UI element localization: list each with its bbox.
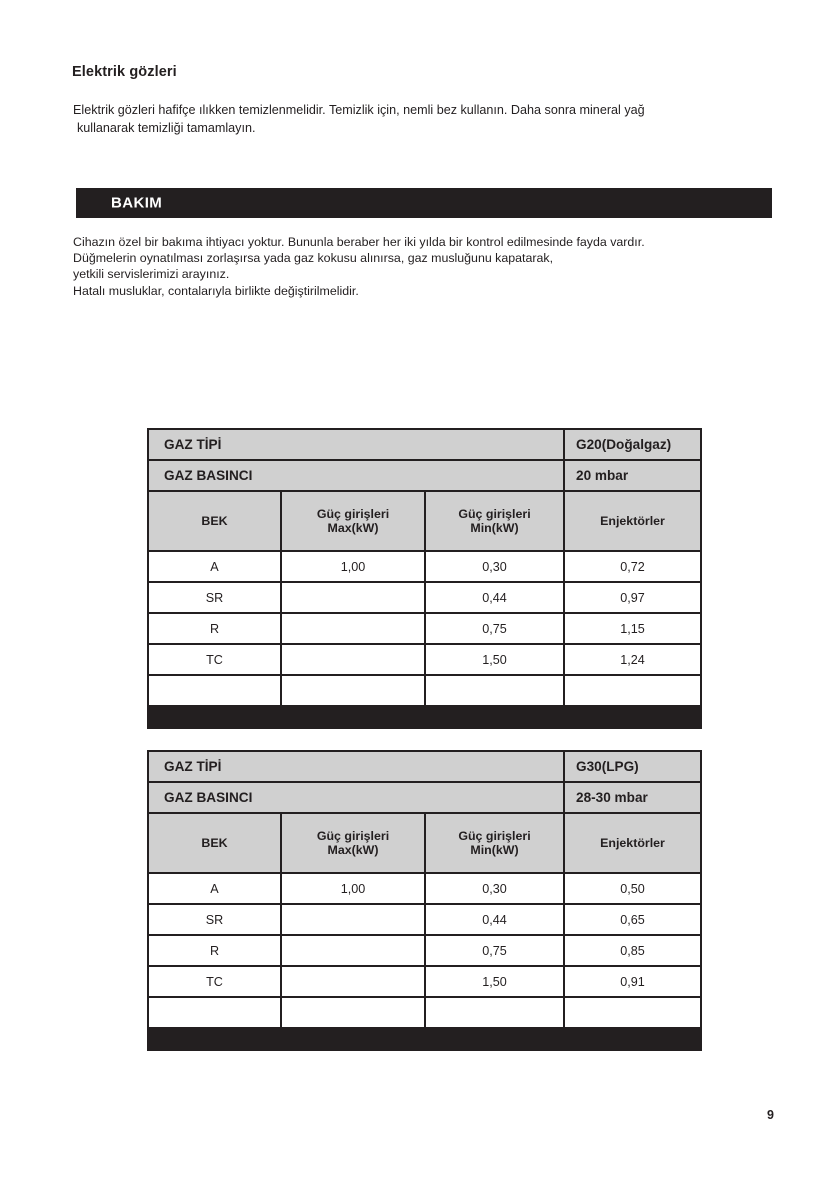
maintenance-line-3: yetkili servislerimizi arayınız. <box>73 267 230 282</box>
cell-power-max: 1,00 <box>280 550 426 583</box>
section-heading-electric: Elektrik gözleri <box>72 64 177 80</box>
column-header-power-min-line-1: Güç girişleri <box>458 828 531 843</box>
cell-burner: TC <box>147 643 282 676</box>
column-header-power-max: Güç girişleri Max(kW) <box>280 812 426 874</box>
table-footer-bar <box>146 1027 703 1051</box>
table-row-empty <box>147 674 703 707</box>
maintenance-banner-label: BAKIM <box>111 194 163 212</box>
column-header-power-min: Güç girişleri Min(kW) <box>423 812 566 874</box>
column-header-power-min-line-1: Güç girişleri <box>458 506 531 521</box>
table-row: TC 1,50 0,91 <box>147 965 703 998</box>
cell-injector: 0,50 <box>563 872 703 905</box>
cell-burner: A <box>147 872 282 905</box>
cell-burner <box>147 996 282 1029</box>
column-header-power-max-line-1: Güç girişleri <box>316 828 390 843</box>
cell-injector: 1,15 <box>563 612 703 645</box>
table-row: A 1,00 0,30 0,50 <box>147 872 703 905</box>
cell-injector: 0,91 <box>563 965 703 998</box>
column-header-power-min: Güç girişleri Min(kW) <box>423 490 566 552</box>
intro-paragraph: Elektrik gözleri hafifçe ılıkken temizle… <box>73 101 783 137</box>
table-row-empty <box>147 996 703 1029</box>
table-row: A 1,00 0,30 0,72 <box>147 550 703 583</box>
cell-power-min: 0,30 <box>423 550 566 583</box>
cell-power-min: 0,44 <box>423 903 566 936</box>
cell-injector: 0,65 <box>563 903 703 936</box>
cell-power-min: 1,50 <box>423 643 566 676</box>
maintenance-line-2: Düğmelerin oynatılması zorlaşırsa yada g… <box>73 251 554 266</box>
cell-injector: 0,85 <box>563 934 703 967</box>
cell-power-max <box>280 965 426 998</box>
gas-pressure-value: 20 mbar <box>563 459 703 492</box>
cell-power-min <box>423 674 566 707</box>
cell-injector: 1,24 <box>563 643 703 676</box>
gas-type-value: G30(LPG) <box>563 750 703 783</box>
column-header-row: BEK Güç girişleri Max(kW) Güç girişleri … <box>147 490 703 552</box>
column-header-power-min-line-2: Min(kW) <box>470 521 519 535</box>
column-header-burner: BEK <box>147 490 282 552</box>
cell-burner: SR <box>147 903 282 936</box>
gas-type-label: GAZ TİPİ <box>146 750 566 783</box>
maintenance-line-1: Cihazın özel bir bakıma ihtiyacı yoktur.… <box>73 235 645 249</box>
column-header-power-max: Güç girişleri Max(kW) <box>280 490 426 552</box>
intro-paragraph-line-2: kullanarak temizliği tamamlayın. <box>77 121 256 135</box>
gas-pressure-row: GAZ BASINCI 20 mbar <box>146 459 703 492</box>
cell-power-min: 0,75 <box>423 934 566 967</box>
cell-burner: R <box>147 612 282 645</box>
cell-power-max: 1,00 <box>280 872 426 905</box>
column-header-injectors: Enjektörler <box>563 812 703 874</box>
gas-type-row: GAZ TİPİ G20(Doğalgaz) <box>146 428 703 461</box>
cell-power-max <box>280 996 426 1029</box>
cell-power-min: 0,75 <box>423 612 566 645</box>
cell-burner: SR <box>147 581 282 614</box>
cell-power-min: 1,50 <box>423 965 566 998</box>
table-footer-bar-fill <box>146 1027 703 1051</box>
gas-type-value: G20(Doğalgaz) <box>563 428 703 461</box>
gas-type-row: GAZ TİPİ G30(LPG) <box>146 750 703 783</box>
cell-power-max <box>280 674 426 707</box>
cell-power-max <box>280 934 426 967</box>
cell-power-min: 0,30 <box>423 872 566 905</box>
cell-power-max <box>280 643 426 676</box>
cell-injector: 0,97 <box>563 581 703 614</box>
cell-burner: TC <box>147 965 282 998</box>
cell-injector <box>563 674 703 707</box>
table-footer-bar-fill <box>146 705 703 729</box>
gas-pressure-value: 28-30 mbar <box>563 781 703 814</box>
cell-power-max <box>280 581 426 614</box>
table-row: SR 0,44 0,97 <box>147 581 703 614</box>
table-row: TC 1,50 1,24 <box>147 643 703 676</box>
column-header-power-max-line-2: Max(kW) <box>327 521 379 535</box>
cell-burner: R <box>147 934 282 967</box>
gas-pressure-row: GAZ BASINCI 28-30 mbar <box>146 781 703 814</box>
column-header-injectors: Enjektörler <box>563 490 703 552</box>
cell-injector <box>563 996 703 1029</box>
column-header-row: BEK Güç girişleri Max(kW) Güç girişleri … <box>147 812 703 874</box>
column-header-power-max-line-2: Max(kW) <box>327 843 379 857</box>
maintenance-banner: BAKIM <box>76 188 772 218</box>
gas-pressure-label: GAZ BASINCI <box>146 781 566 814</box>
gas-type-label: GAZ TİPİ <box>146 428 566 461</box>
column-header-power-max-line-1: Güç girişleri <box>316 506 390 521</box>
gas-spec-table-g20: GAZ TİPİ G20(Doğalgaz) GAZ BASINCI 20 mb… <box>146 428 703 729</box>
cell-power-min: 0,44 <box>423 581 566 614</box>
cell-power-min <box>423 996 566 1029</box>
maintenance-paragraph: Cihazın özel bir bakıma ihtiyacı yoktur.… <box>73 234 788 299</box>
cell-burner <box>147 674 282 707</box>
table-row: R 0,75 0,85 <box>147 934 703 967</box>
table-row: SR 0,44 0,65 <box>147 903 703 936</box>
column-header-burner: BEK <box>147 812 282 874</box>
column-header-power-min-line-2: Min(kW) <box>470 843 519 857</box>
page-number: 9 <box>767 1108 774 1122</box>
intro-paragraph-line-1: Elektrik gözleri hafifçe ılıkken temizle… <box>73 103 645 117</box>
gas-pressure-label: GAZ BASINCI <box>146 459 566 492</box>
maintenance-line-4: Hatalı musluklar, contalarıyla birlikte … <box>73 283 359 298</box>
cell-power-max <box>280 612 426 645</box>
cell-power-max <box>280 903 426 936</box>
cell-injector: 0,72 <box>563 550 703 583</box>
cell-burner: A <box>147 550 282 583</box>
table-footer-bar <box>146 705 703 729</box>
gas-spec-table-g30: GAZ TİPİ G30(LPG) GAZ BASINCI 28-30 mbar… <box>146 750 703 1051</box>
table-row: R 0,75 1,15 <box>147 612 703 645</box>
